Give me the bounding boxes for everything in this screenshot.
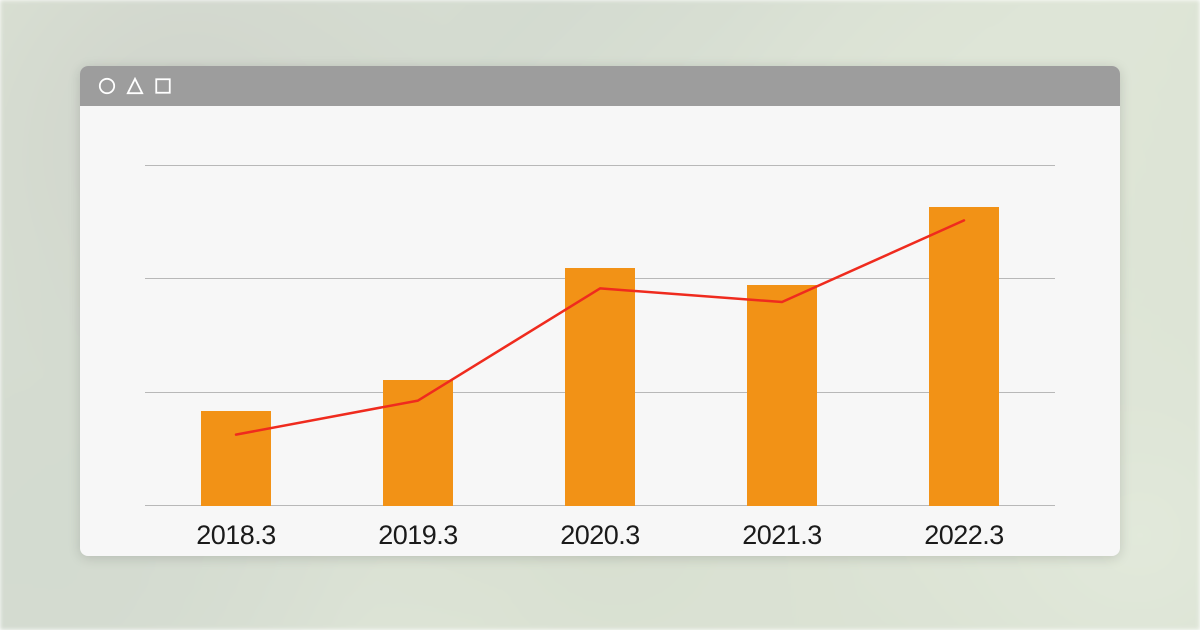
chart-window: 2018.32019.32020.32021.32022.3 xyxy=(80,66,1120,556)
x-axis-label: 2021.3 xyxy=(691,520,873,551)
x-axis-label: 2018.3 xyxy=(145,520,327,551)
chart-body: 2018.32019.32020.32021.32022.3 xyxy=(80,106,1120,556)
x-axis-labels: 2018.32019.32020.32021.32022.3 xyxy=(145,520,1055,551)
trend-line xyxy=(145,166,1055,506)
x-axis-label: 2019.3 xyxy=(327,520,509,551)
x-axis-label: 2022.3 xyxy=(873,520,1055,551)
square-icon xyxy=(154,77,172,95)
triangle-icon xyxy=(126,77,144,95)
circle-icon xyxy=(98,77,116,95)
x-axis-label: 2020.3 xyxy=(509,520,691,551)
window-titlebar xyxy=(80,66,1120,106)
plot-area xyxy=(145,166,1055,506)
